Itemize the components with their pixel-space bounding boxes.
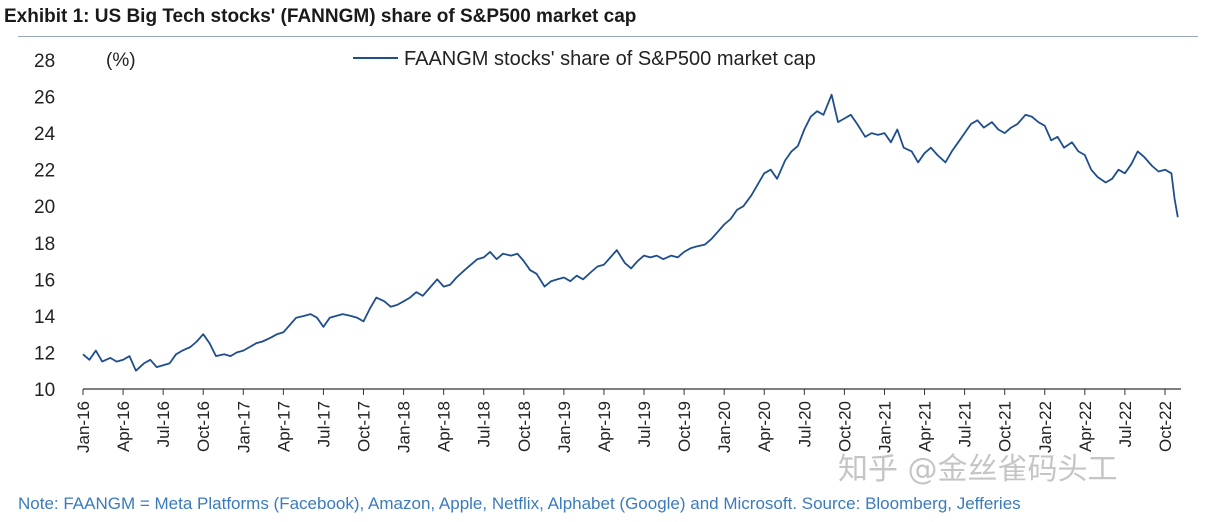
series-layer bbox=[82, 93, 1179, 372]
x-tick-label: Apr-18 bbox=[435, 401, 454, 452]
x-tick-label: Apr-21 bbox=[916, 401, 935, 452]
x-tick-label: Jul-20 bbox=[795, 401, 814, 447]
y-tick-label: 20 bbox=[34, 197, 55, 218]
x-tick-label: Apr-20 bbox=[755, 401, 774, 452]
y-tick-label: 18 bbox=[34, 234, 55, 255]
x-tick-label: Jul-17 bbox=[314, 401, 333, 447]
x-tick-label: Oct-20 bbox=[835, 401, 854, 452]
watermark: 知乎 @金丝雀码头工 bbox=[838, 452, 1118, 487]
x-tick-label: Apr-17 bbox=[274, 401, 293, 452]
x-tick-label: Jan-21 bbox=[875, 401, 894, 453]
y-tick-label: 14 bbox=[34, 307, 56, 328]
y-tick-label: 10 bbox=[34, 380, 55, 401]
legend-entry: FAANGM stocks' share of S&P500 market ca… bbox=[404, 48, 816, 70]
x-tick-label: Apr-19 bbox=[595, 401, 614, 452]
x-tick-label: Jul-22 bbox=[1116, 401, 1135, 447]
x-tick-label: Jul-19 bbox=[635, 401, 654, 447]
source-note: Note: FAANGM = Meta Platforms (Facebook)… bbox=[18, 494, 1021, 513]
x-tick-label: Jul-18 bbox=[475, 401, 494, 447]
y-tick-label: 12 bbox=[34, 343, 55, 364]
line-chart: 10 12 14 16 18 20 22 24 26 28 Jan-16 Apr-16 Jul-16 O… bbox=[34, 48, 1181, 453]
series-line bbox=[82, 93, 1179, 372]
x-tick-label: Jan-19 bbox=[555, 401, 574, 453]
legend: FAANGM stocks' share of S&P500 market ca… bbox=[353, 48, 816, 70]
x-tick-label: Apr-16 bbox=[114, 401, 133, 452]
x-tick-label: Jan-18 bbox=[395, 401, 414, 453]
x-tick-label: Oct-22 bbox=[1156, 401, 1175, 452]
x-tick-label: Oct-17 bbox=[355, 401, 374, 452]
x-tick-label: Jan-20 bbox=[715, 401, 734, 453]
x-tick-label: Oct-16 bbox=[194, 401, 213, 452]
y-tick-label: 28 bbox=[34, 51, 55, 72]
x-tick-label: Oct-21 bbox=[996, 401, 1015, 452]
x-axis: Jan-16 Apr-16 Jul-16 Oct-16 Jan-17 Apr-17 Jul-… bbox=[74, 388, 1181, 453]
y-axis-unit-label: (%) bbox=[106, 50, 136, 71]
x-tick-label: Jan-16 bbox=[74, 401, 93, 453]
y-tick-label: 22 bbox=[34, 161, 55, 182]
x-tick-label: Oct-18 bbox=[515, 401, 534, 452]
x-tick-label: Jul-16 bbox=[154, 401, 173, 447]
x-tick-label: Jan-22 bbox=[1036, 401, 1055, 453]
x-tick-label: Jan-17 bbox=[234, 401, 253, 453]
y-axis: 10 12 14 16 18 20 22 24 26 28 bbox=[34, 51, 56, 401]
y-tick-label: 16 bbox=[34, 270, 55, 291]
x-tick-label: Apr-22 bbox=[1076, 401, 1095, 452]
y-tick-label: 26 bbox=[34, 88, 55, 109]
x-tick-label: Jul-21 bbox=[956, 401, 975, 447]
chart-title: Exhibit 1: US Big Tech stocks' (FANNGM) … bbox=[4, 6, 637, 27]
y-tick-label: 24 bbox=[34, 124, 56, 145]
x-tick-label: Oct-19 bbox=[675, 401, 694, 452]
title-divider bbox=[18, 36, 1198, 37]
